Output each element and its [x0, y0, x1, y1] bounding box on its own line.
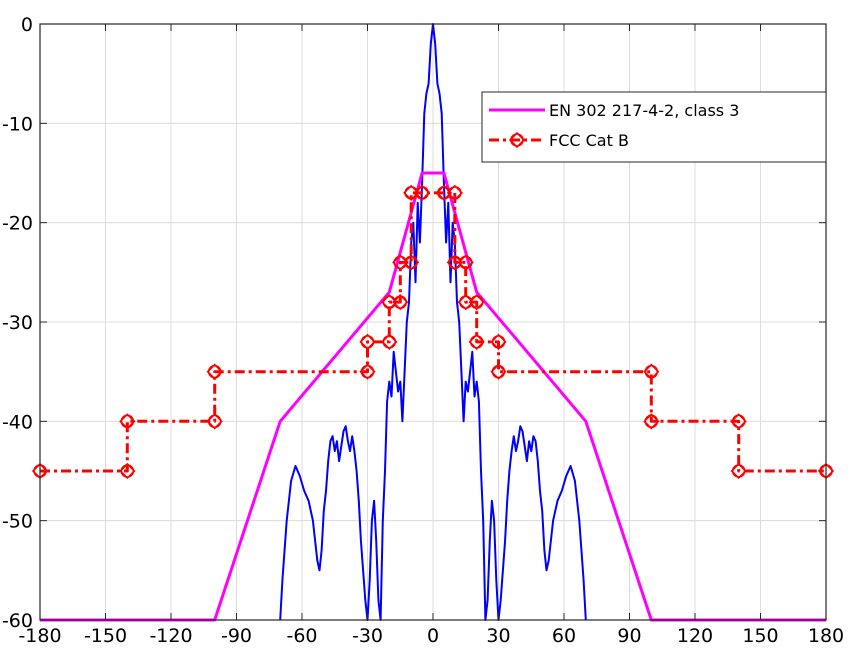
fcc-data-point — [468, 333, 485, 350]
fcc-data-point — [119, 413, 136, 430]
y-tick-label: -40 — [2, 411, 33, 433]
y-tick-label: -20 — [2, 213, 33, 235]
x-tick-label: 150 — [742, 625, 778, 647]
x-tick-label: -150 — [84, 625, 127, 647]
fcc-data-point — [392, 294, 409, 311]
fcc-data-point — [359, 363, 376, 380]
fcc-data-point — [457, 254, 474, 271]
series-line-1 — [40, 191, 826, 473]
fcc-data-point — [119, 462, 136, 480]
legend-label-en-302: EN 302 217-4-2, class 3 — [549, 101, 739, 120]
x-axis: -180 -150 -120 -90 -60 -30 0 30 60 90 120 150 180 — [18, 24, 844, 647]
fcc-data-point — [413, 184, 431, 201]
series-layer — [31, 23, 835, 622]
fcc-data-point — [643, 413, 660, 430]
fcc-data-point — [490, 333, 507, 350]
x-tick-label: 90 — [617, 625, 641, 647]
fcc-data-point — [381, 333, 398, 350]
y-tick-label: -30 — [2, 312, 33, 334]
legend-marker-fcc — [508, 131, 526, 149]
y-tick-label: -10 — [2, 113, 33, 135]
legend-box — [481, 91, 827, 163]
x-tick-label: 180 — [808, 625, 844, 647]
fcc-data-point — [206, 363, 223, 380]
x-tick-label: 0 — [427, 625, 439, 647]
fcc-data-point — [730, 462, 747, 480]
fcc-data-point — [643, 363, 660, 380]
legend: EN 302 217-4-2, class 3 FCC Cat B — [481, 91, 827, 163]
y-tick-label: 0 — [21, 14, 33, 36]
x-tick-label: -30 — [352, 625, 383, 647]
fcc-data-point — [206, 413, 223, 430]
fcc-data-point — [446, 184, 463, 201]
x-tick-label: -180 — [18, 625, 61, 647]
y-tick-label: -60 — [2, 610, 33, 632]
x-tick-label: 30 — [486, 625, 510, 647]
x-tick-label: 120 — [677, 625, 713, 647]
fcc-data-point — [468, 294, 485, 311]
fcc-data-point — [359, 333, 376, 350]
fcc-data-point — [403, 254, 420, 271]
x-tick-label: -60 — [286, 625, 317, 647]
fcc-data-point — [730, 413, 747, 430]
y-tick-label: -50 — [2, 511, 33, 533]
x-tick-label: -90 — [221, 625, 252, 647]
series-line-0 — [40, 171, 826, 622]
fcc-data-point — [490, 363, 507, 380]
x-tick-label: -120 — [149, 625, 192, 647]
legend-label-fcc: FCC Cat B — [549, 131, 629, 150]
y-axis: 0 -10 -20 -30 -40 -50 -60 — [2, 14, 826, 632]
x-tick-label: 60 — [552, 625, 576, 647]
